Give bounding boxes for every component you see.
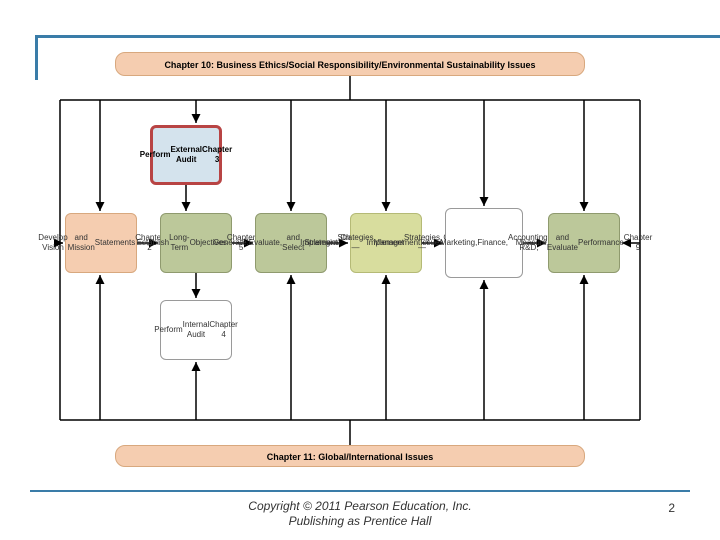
copyright-text: Copyright © 2011 Pearson Education, Inc.… — [0, 499, 720, 530]
bottom-banner-chapter-11: Chapter 11: Global/International Issues — [115, 445, 585, 467]
top-banner-text: Chapter 10: Business Ethics/Social Respo… — [164, 60, 535, 70]
slide-top-border — [35, 35, 720, 38]
box-external_audit: PerformExternal AuditChapter 3 — [150, 125, 222, 185]
box-internal_audit: PerformInternal AuditChapter 4 — [160, 300, 232, 360]
box-vision: Develop Visionand MissionStatementsChapt… — [65, 213, 137, 273]
top-banner-chapter-10: Chapter 10: Business Ethics/Social Respo… — [115, 52, 585, 76]
page-number: 2 — [668, 501, 675, 515]
box-measure: Measureand EvaluatePerformanceChapter 9 — [548, 213, 620, 273]
box-impl_mkt: ImplementStrategies—Marketing,Finance,Ac… — [445, 208, 523, 278]
bottom-banner-text: Chapter 11: Global/International Issues — [267, 452, 434, 462]
footer-divider — [30, 490, 690, 492]
slide-left-border — [35, 35, 38, 80]
